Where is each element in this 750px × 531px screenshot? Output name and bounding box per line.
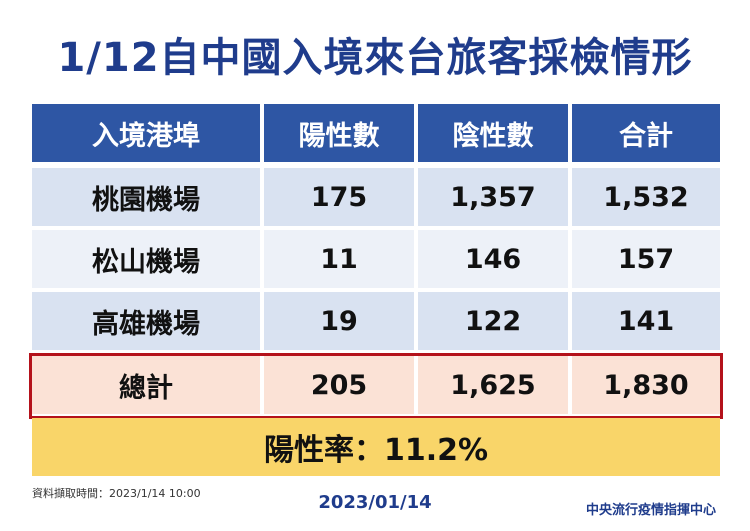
table-row: 高雄機場 19 122 141 [32,292,720,350]
row-total: 1,532 [572,168,720,226]
negative-count: 146 [418,230,568,288]
total-negative: 1,625 [418,356,568,414]
header-port: 入境港埠 [32,104,260,162]
total-label: 總計 [32,356,260,414]
header-total: 合計 [572,104,720,162]
total-row: 總計 205 1,625 1,830 [32,356,720,414]
port-name: 松山機場 [32,230,260,288]
table-row: 松山機場 11 146 157 [32,230,720,288]
row-total: 141 [572,292,720,350]
negative-count: 1,357 [418,168,568,226]
port-name: 高雄機場 [32,292,260,350]
page-title: 1/12自中國入境來台旅客採檢情形 [57,35,693,81]
table-row: 桃園機場 175 1,357 1,532 [32,168,720,226]
port-name: 桃園機場 [32,168,260,226]
header-positive: 陽性數 [264,104,414,162]
total-positive: 205 [264,356,414,414]
positive-count: 19 [264,292,414,350]
total-sum: 1,830 [572,356,720,414]
table-header-row: 入境港埠 陽性數 陰性數 合計 [32,104,720,162]
negative-count: 122 [418,292,568,350]
publish-date: 2023/01/14 [318,492,432,513]
organization-name: 中央流行疫情指揮中心 [585,503,716,518]
positive-count: 175 [264,168,414,226]
data-timestamp: 資料擷取時間：2023/1/14 10:00 [32,487,201,500]
positive-rate-banner: 陽性率：11.2% [32,418,720,476]
header-negative: 陰性數 [418,104,568,162]
total-row-highlight [29,353,723,419]
positive-count: 11 [264,230,414,288]
row-total: 157 [572,230,720,288]
